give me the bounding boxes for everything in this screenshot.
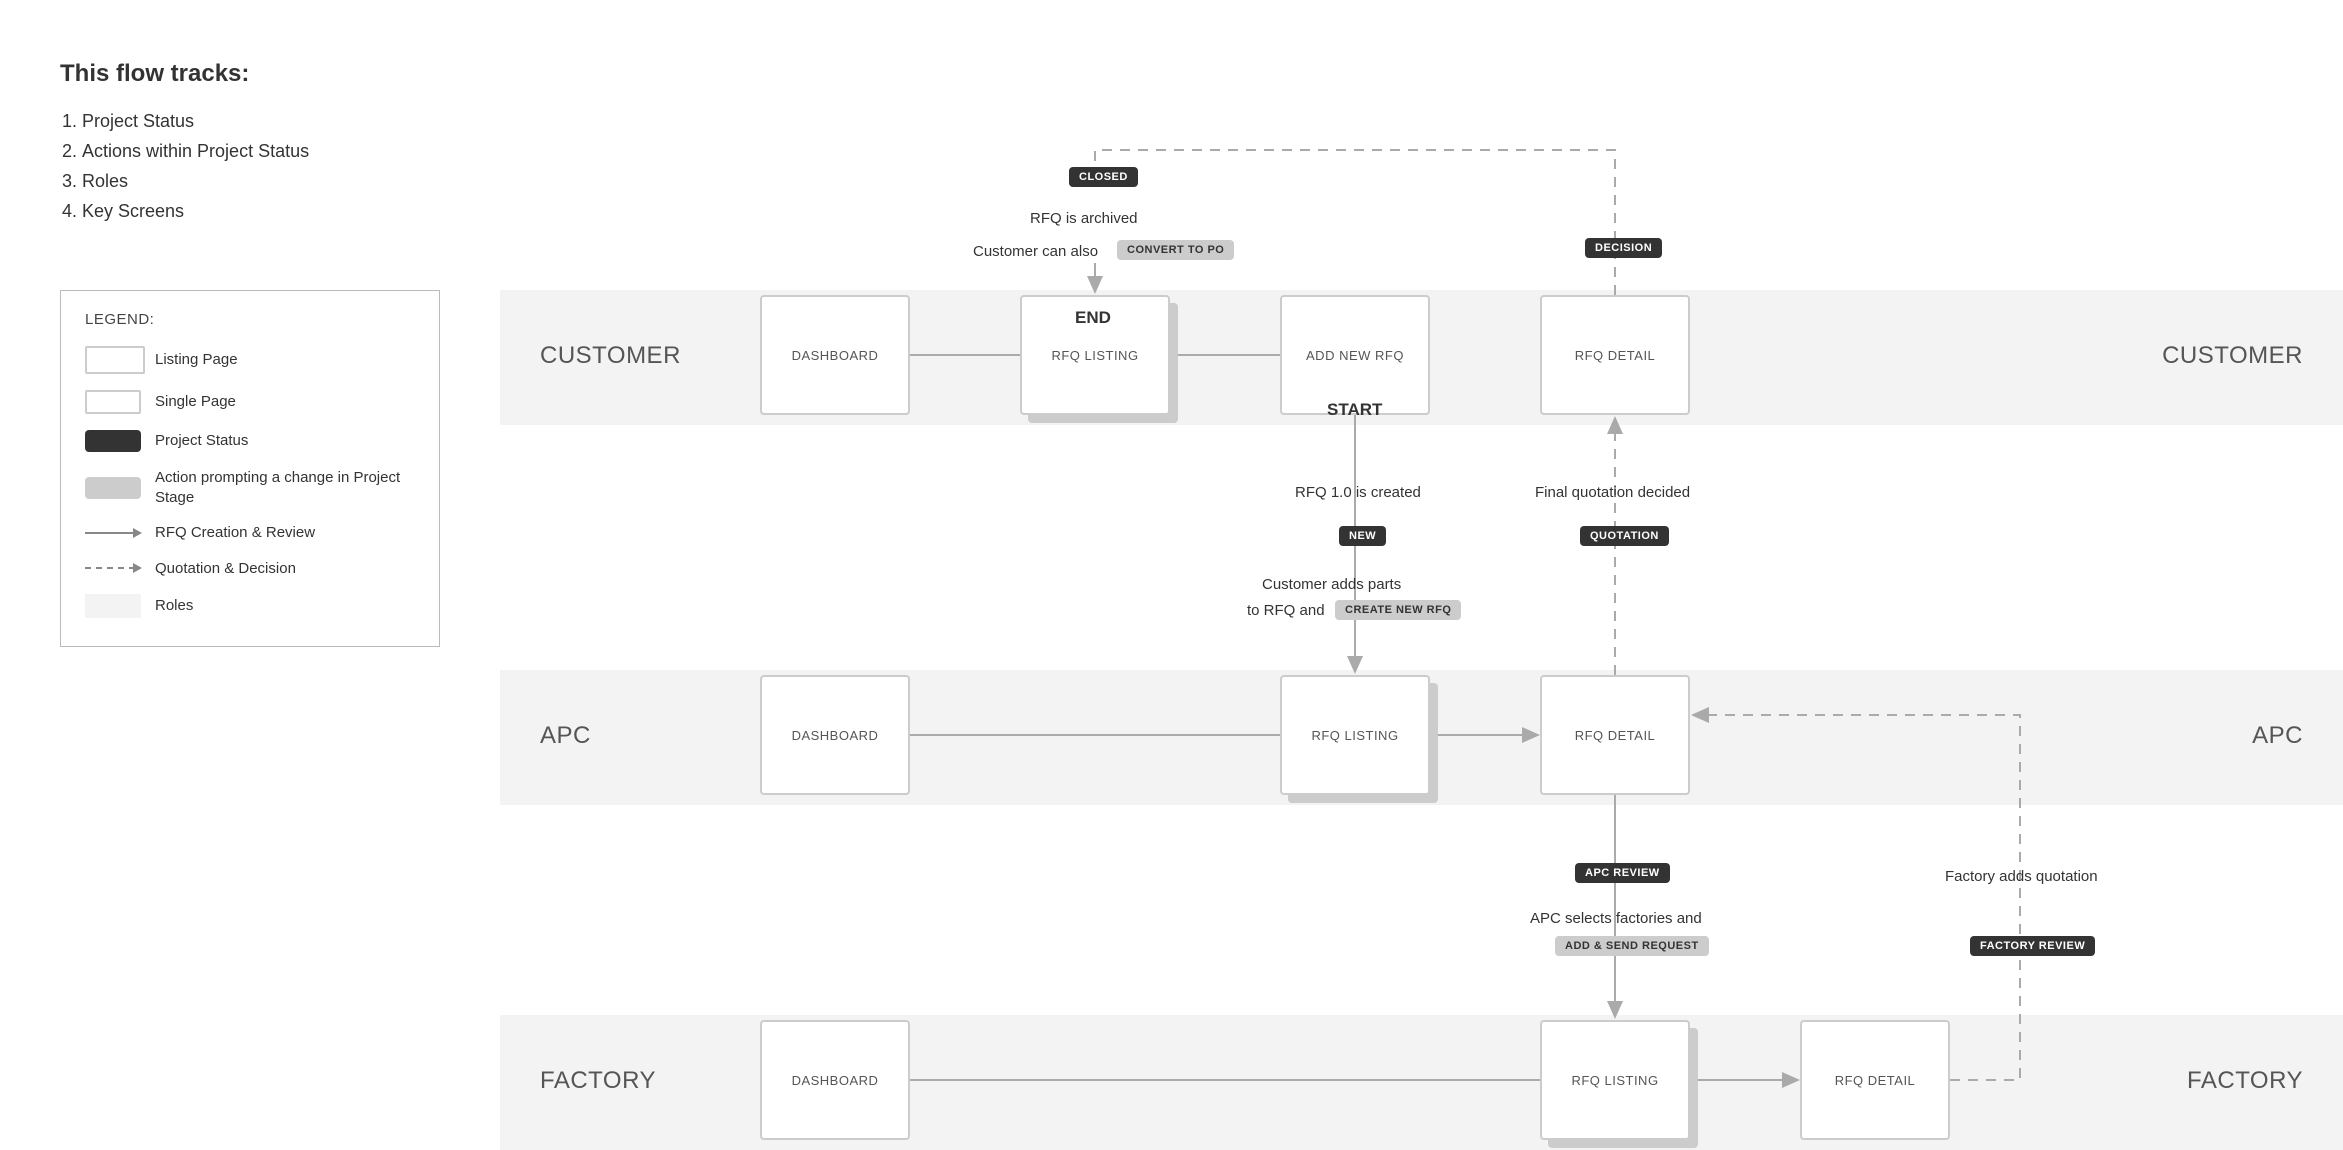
swatch-listing-icon [85,346,145,374]
annot-apc-selects: APC selects factories and [1530,910,1702,927]
node-customer-add-new-rfq: ADD NEW RFQ [1280,295,1430,415]
legend-row-roles: Roles [85,594,415,618]
annot-rfq-created: RFQ 1.0 is created [1295,484,1421,501]
lane-apc-label-right: APC [2252,722,2303,750]
node-apc-rfq-listing: RFQ LISTING [1280,675,1430,795]
pill-action-convert-po: CONVERT TO PO [1117,240,1234,260]
legend-label-roles: Roles [155,596,415,616]
node-label: RFQ LISTING [1311,728,1398,743]
node-label: RFQ DETAIL [1835,1073,1916,1088]
node-label: DASHBOARD [792,348,879,363]
legend-row-status: Project Status [85,430,415,452]
node-label: RFQ LISTING [1051,348,1138,363]
node-label: ADD NEW RFQ [1306,348,1404,363]
lane-factory-label-right: FACTORY [2187,1067,2303,1095]
pill-status-new: NEW [1339,526,1386,546]
legend-label-listing: Listing Page [155,350,415,370]
legend-label-action: Action prompting a change in Project Sta… [155,468,415,507]
node-customer-rfq-detail: RFQ DETAIL [1540,295,1690,415]
pill-status-factory-review: FACTORY REVIEW [1970,936,2095,956]
node-label: RFQ DETAIL [1575,348,1656,363]
legend-row-arrow-dashed: Quotation & Decision [85,559,415,579]
header-title: This flow tracks: [60,60,309,88]
legend-label-single: Single Page [155,392,415,412]
legend-label-arrow-dashed: Quotation & Decision [155,559,415,579]
pill-action-add-send: ADD & SEND REQUEST [1555,936,1709,956]
header-list-item: Key Screens [82,196,309,226]
annot-final-quotation: Final quotation decided [1535,484,1690,501]
pill-action-create-rfq: CREATE NEW RFQ [1335,600,1461,620]
node-factory-rfq-detail: RFQ DETAIL [1800,1020,1950,1140]
swatch-action-icon [85,477,141,499]
swatch-single-icon [85,390,141,414]
header-list-item: Project Status [82,106,309,136]
pill-status-decision: DECISION [1585,238,1662,258]
annot-to-rfq-and: to RFQ and [1247,602,1325,619]
annot-factory-adds: Factory adds quotation [1945,868,2098,885]
legend-row-single: Single Page [85,390,415,414]
annot-customer-adds: Customer adds parts [1262,576,1401,593]
legend-row-action: Action prompting a change in Project Sta… [85,468,415,507]
header-block: This flow tracks: Project Status Actions… [60,60,309,226]
diagram-canvas: This flow tracks: Project Status Actions… [0,0,2343,1148]
node-label: DASHBOARD [792,1073,879,1088]
header-list-item: Actions within Project Status [82,136,309,166]
pill-status-quotation: QUOTATION [1580,526,1669,546]
node-factory-rfq-listing: RFQ LISTING [1540,1020,1690,1140]
lane-apc-label-left: APC [540,722,591,750]
annot-rfq-archived: RFQ is archived [1030,210,1138,227]
legend-row-arrow-solid: RFQ Creation & Review [85,523,415,543]
node-factory-dashboard: DASHBOARD [760,1020,910,1140]
annot-start: START [1327,400,1382,420]
node-label: RFQ DETAIL [1575,728,1656,743]
annot-customer-also: Customer can also [973,243,1098,260]
swatch-role-icon [85,594,141,618]
legend-row-listing: Listing Page [85,346,415,374]
node-customer-dashboard: DASHBOARD [760,295,910,415]
pill-status-apc-review: APC REVIEW [1575,863,1670,883]
node-label: DASHBOARD [792,728,879,743]
swatch-arrow-dashed-icon [85,562,145,574]
legend-box: LEGEND: Listing Page Single Page Project… [60,290,440,647]
lane-customer-label-right: CUSTOMER [2162,342,2303,370]
header-list-item: Roles [82,166,309,196]
header-list: Project Status Actions within Project St… [60,106,309,226]
lane-customer-label-left: CUSTOMER [540,342,681,370]
node-label: RFQ LISTING [1571,1073,1658,1088]
pill-status-closed: CLOSED [1069,167,1138,187]
swatch-status-icon [85,430,141,452]
node-apc-rfq-detail: RFQ DETAIL [1540,675,1690,795]
annot-end: END [1075,308,1111,328]
legend-title: LEGEND: [85,311,415,328]
legend-label-status: Project Status [155,431,415,451]
swatch-arrow-solid-icon [85,527,145,539]
lane-factory-label-left: FACTORY [540,1067,656,1095]
legend-label-arrow-solid: RFQ Creation & Review [155,523,415,543]
node-apc-dashboard: DASHBOARD [760,675,910,795]
